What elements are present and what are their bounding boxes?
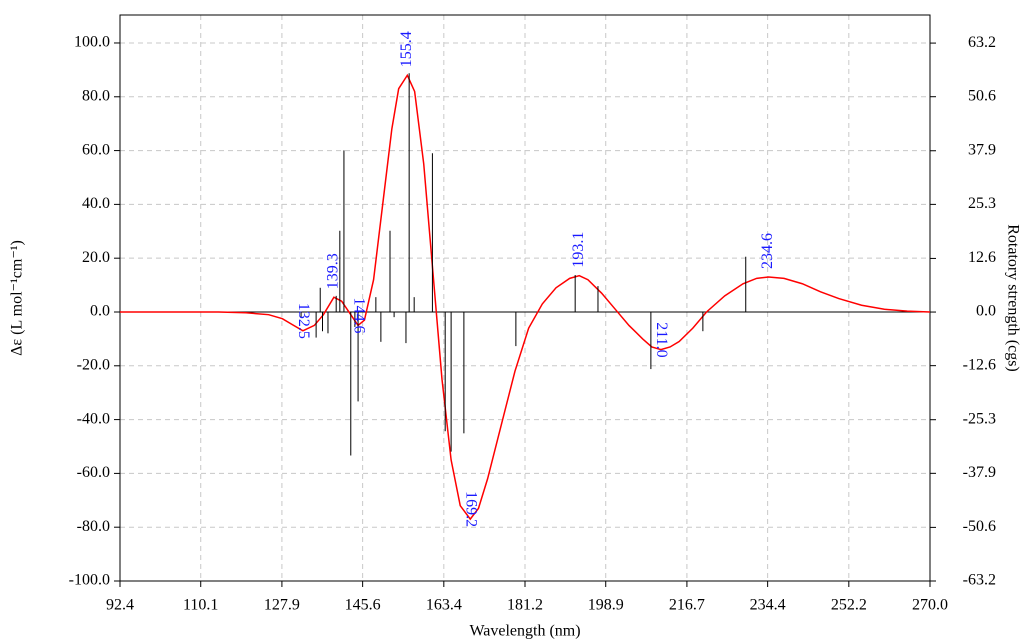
x-tick-label: 145.6 [345,597,381,614]
x-tick-label: 234.4 [750,597,786,614]
y2-tick-label: 50.6 [968,87,996,104]
x-tick-label: 252.2 [831,597,867,614]
peak-label: 193.1 [570,232,587,268]
y-tick-label: -20.0 [77,356,110,373]
y2-tick-label: 63.2 [968,34,996,51]
peak-label: 169.2 [463,491,480,527]
y-tick-label: -80.0 [77,518,110,535]
y-tick-label: 100.0 [74,34,110,51]
spectrum-curve [120,73,931,521]
y2-tick-label: 25.3 [968,195,996,212]
peak-label: 234.6 [759,233,776,269]
y2-tick-label: 12.6 [968,249,996,266]
y-axis-title: Δε (L mol⁻¹cm⁻¹) [9,240,26,356]
peak-label: 211.0 [653,322,670,357]
y-tick-label: 20.0 [82,249,110,266]
y-tick-label: -60.0 [77,464,110,481]
peak-label: 132.5 [295,303,312,339]
y2-tick-label: 0.0 [976,303,996,320]
y-tick-label: -100.0 [69,572,110,589]
y2-tick-label: -37.9 [963,464,996,481]
x-tick-label: 110.1 [183,597,218,614]
y-tick-label: 80.0 [82,87,110,104]
y2-tick-label: -12.6 [963,356,996,373]
x-tick-label: 270.0 [912,597,948,614]
x-tick-label: 127.9 [264,597,300,614]
y2-tick-label: -63.2 [963,572,996,589]
y2-tick-label: 37.9 [968,141,996,158]
plot-frame [119,14,931,582]
x-tick-label: 198.9 [588,597,624,614]
peak-label: 155.4 [398,31,415,67]
y-tick-label: 60.0 [82,141,110,158]
x-tick-label: 181.2 [507,597,543,614]
peak-label: 144.6 [350,297,367,333]
y2-tick-label: -50.6 [963,518,996,535]
y2-axis-title: Rotatory strength (cgs) [1004,224,1021,372]
x-tick-label: 92.4 [106,597,134,614]
y-tick-label: -40.0 [77,410,110,427]
x-tick-label: 163.4 [426,597,462,614]
x-axis-title: Wavelength (nm) [469,623,580,640]
y2-tick-label: -25.3 [963,410,996,427]
peak-label: 139.3 [325,253,342,289]
y-tick-label: 40.0 [82,195,110,212]
x-tick-label: 216.7 [669,597,705,614]
y-tick-label: 0.0 [90,303,110,320]
